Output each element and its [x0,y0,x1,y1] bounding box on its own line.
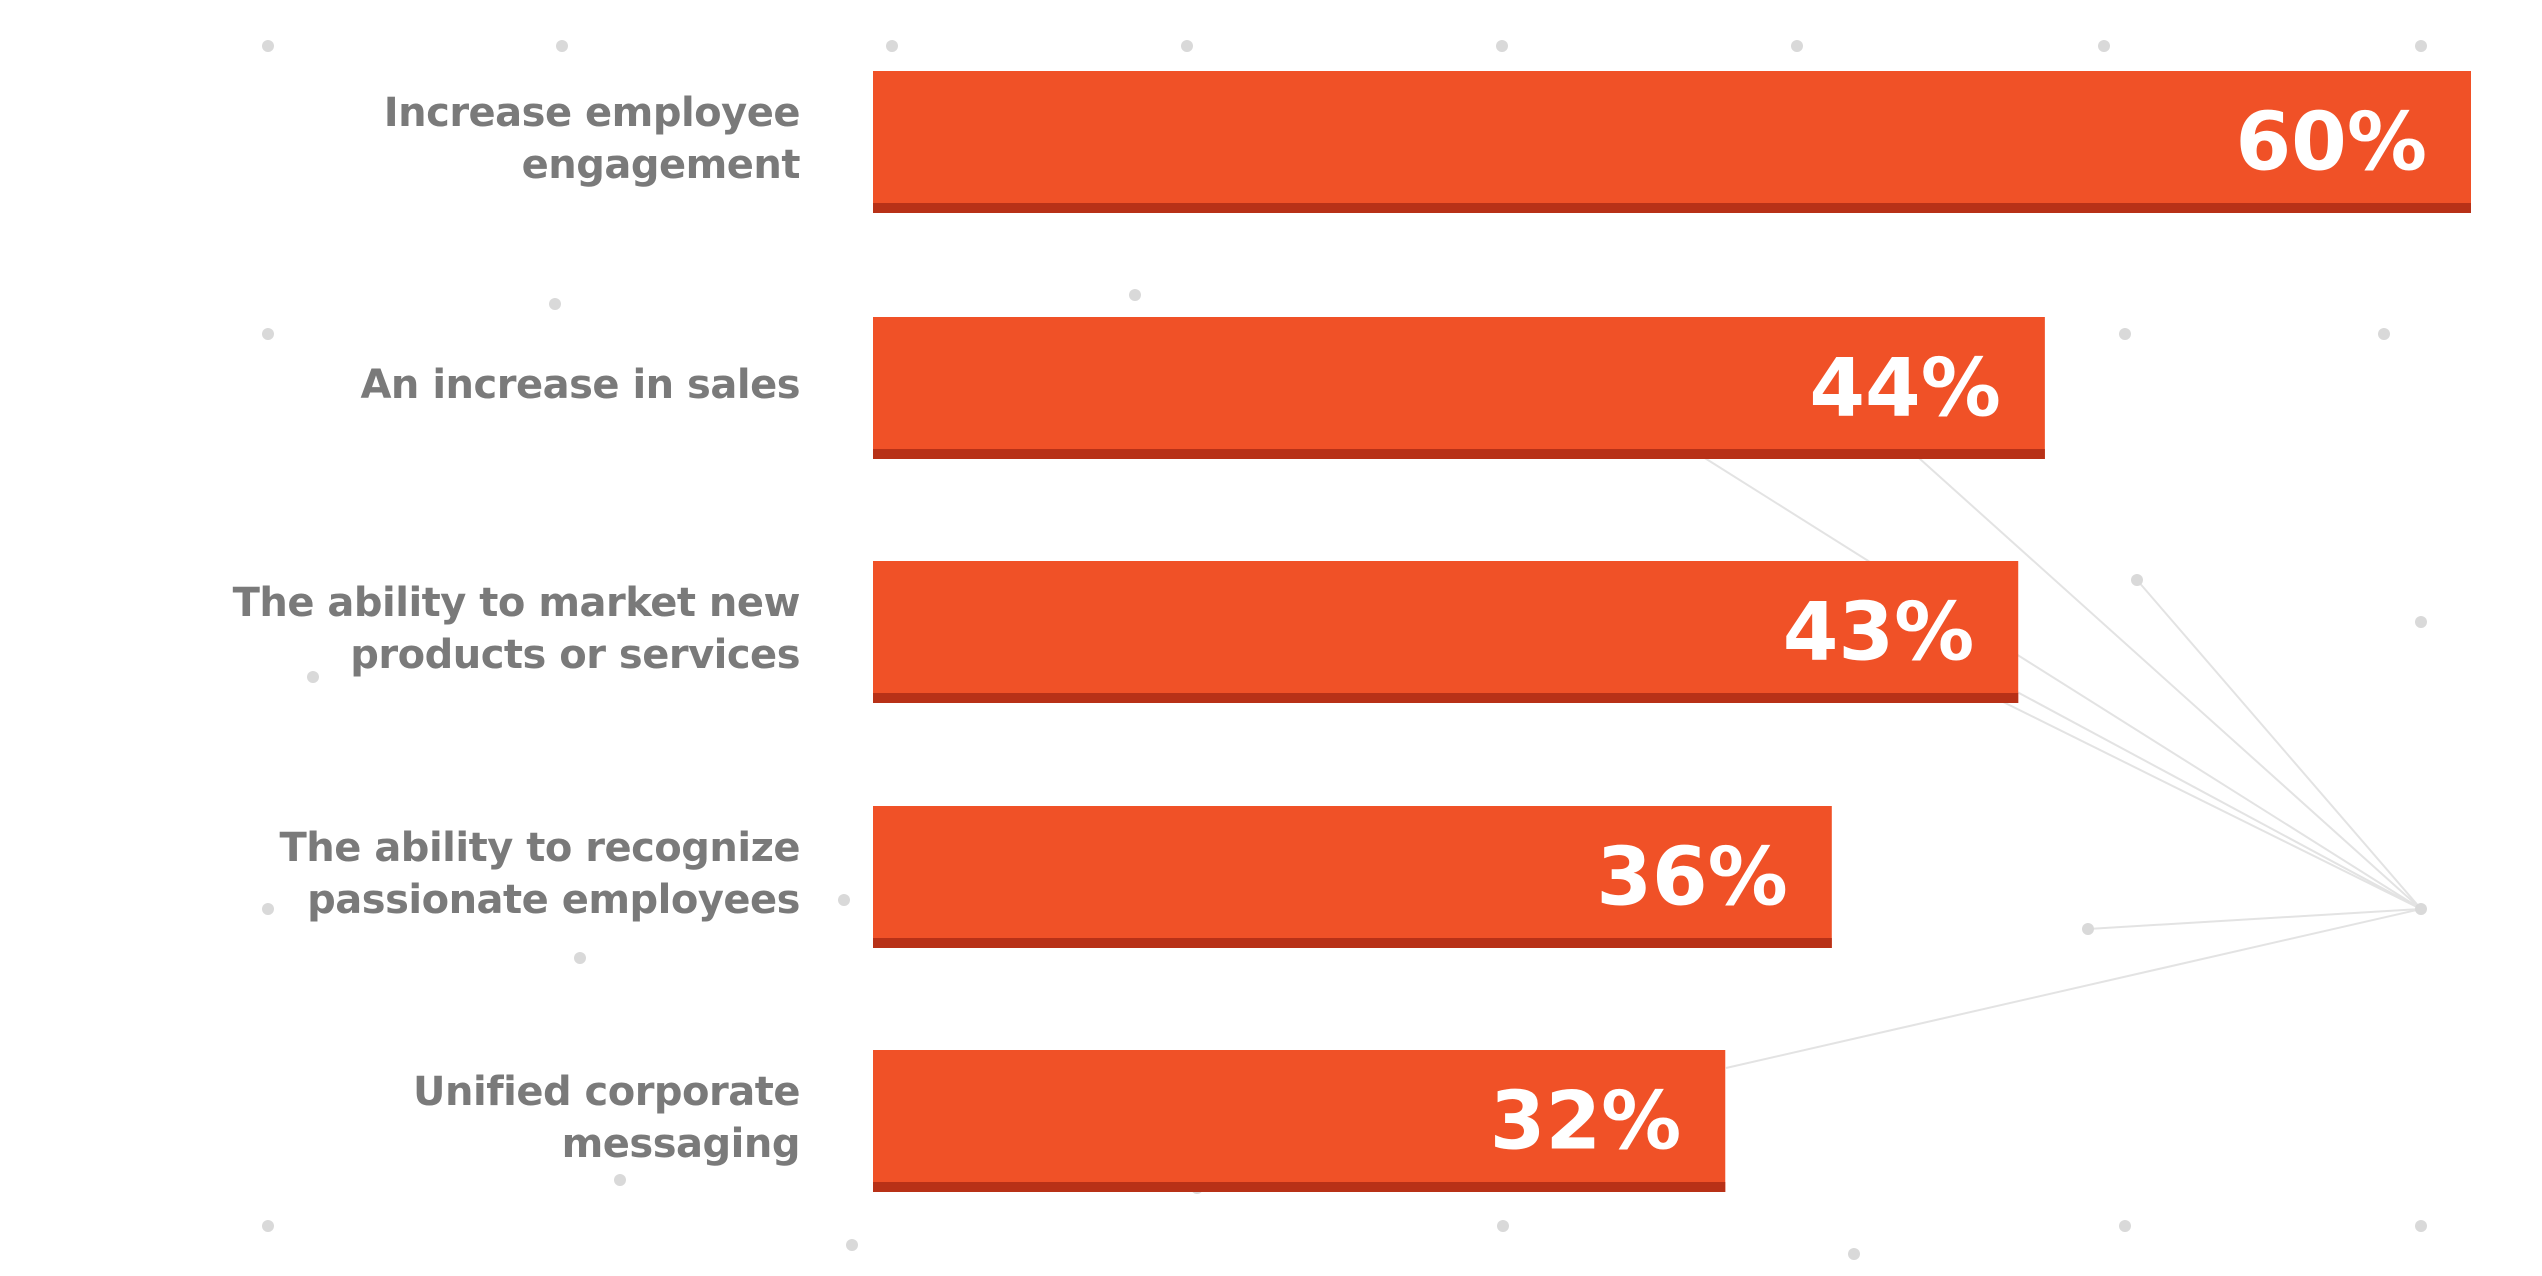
bar-shadow-2 [873,693,2019,703]
decor-dot [262,903,274,915]
decor-line [1725,908,2422,1069]
bar-0 [873,71,2471,213]
decor-dot [1181,40,1193,52]
bar-shadow-4 [873,1182,1726,1192]
decor-dot [846,1239,858,1251]
decor-dot [614,1174,626,1186]
decor-line [2136,579,2422,910]
value-label-3: 36% [1596,831,1787,924]
decor-line [2087,908,2422,930]
bar-shadow-3 [873,938,1832,948]
decor-dot [2415,903,2427,915]
decor-dot [886,40,898,52]
decor-dot [2415,40,2427,52]
value-label-2: 43% [1783,586,1974,679]
decor-dot [262,1220,274,1232]
decor-dot [2082,923,2094,935]
bar-4 [873,1050,1726,1192]
decor-dot [2131,574,2143,586]
value-labels-group: 60% 44% 43% 36% 32% [1490,96,2427,1168]
category-label-4: Unified corporate messaging [413,1069,800,1167]
decor-line [1984,692,2422,910]
decor-dot [2119,328,2131,340]
decor-dot [1129,289,1141,301]
value-label-1: 44% [1809,342,2000,435]
bar-shadow-0 [873,203,2471,213]
decor-dot [2378,328,2390,340]
category-label-3: The ability to recognize passionate empl… [279,825,801,923]
bar-2 [873,561,2019,703]
decor-dot [262,40,274,52]
bar-shadow-1 [873,449,2045,459]
value-label-0: 60% [2236,96,2427,189]
decor-dot [549,298,561,310]
category-label-1: An increase in sales [360,362,800,408]
bars-group [873,71,2471,1192]
decor-dot [307,671,319,683]
decor-dot [574,952,586,964]
decor-dot [262,328,274,340]
decor-dot [556,40,568,52]
decor-line [1699,454,2422,910]
decor-dots [262,40,2427,1260]
decor-line [1909,449,2422,910]
decor-dot [2098,40,2110,52]
decor-dot [2415,1220,2427,1232]
bar-1 [873,317,2045,459]
decor-lines [1699,449,2422,1069]
decor-line [1966,664,2422,910]
value-label-4: 32% [1490,1075,1681,1168]
decor-dot [2119,1220,2131,1232]
decor-dot [1848,1248,1860,1260]
decor-dot [1496,40,1508,52]
decor-dot [838,894,850,906]
decor-dot [2415,616,2427,628]
bar-3 [873,806,1832,948]
category-label-2: The ability to market new products or se… [232,580,801,678]
category-label-0: Increase employee engagement [383,90,801,188]
decor-dot [1791,40,1803,52]
decor-dot [1497,1220,1509,1232]
